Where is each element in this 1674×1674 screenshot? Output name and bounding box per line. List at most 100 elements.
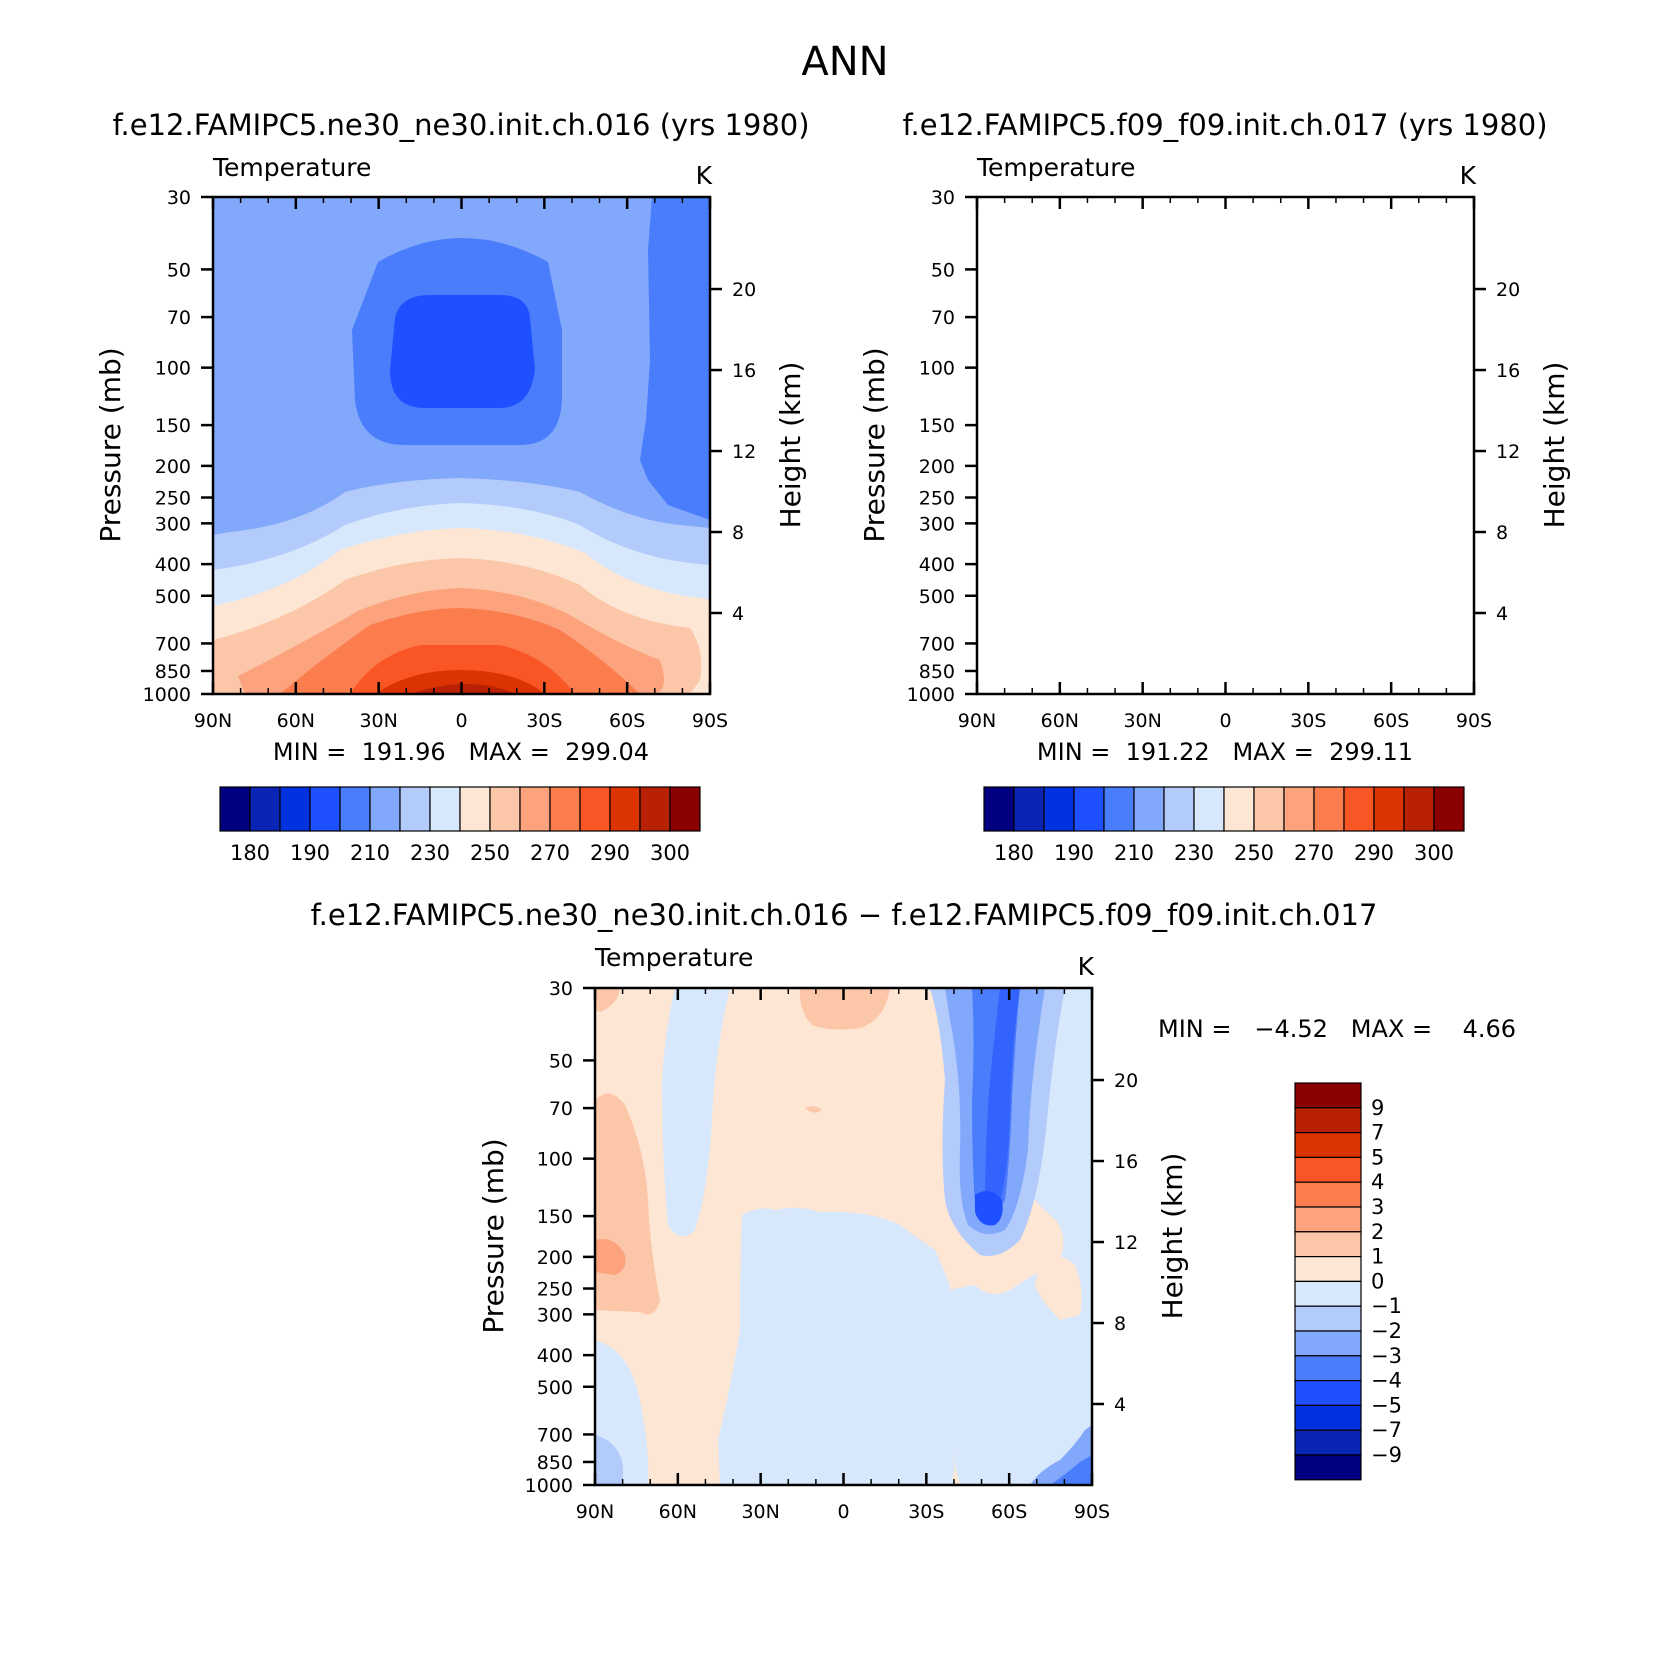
panel-f09-ylabel: Pressure (mb) (858, 347, 891, 542)
colorbar-label: 9 (1371, 1096, 1384, 1120)
colorbar-box (1294, 1404, 1362, 1431)
y-tick-label: 700 (537, 1424, 573, 1446)
panel-f09-frame (975, 195, 1476, 696)
y-tick-label: 1000 (143, 684, 191, 706)
contour-fill-250 (977, 528, 1474, 694)
colorbar-box (639, 786, 671, 832)
colorbar-box (1283, 786, 1315, 832)
y-tick-label: 150 (537, 1206, 573, 1228)
panel-ne30-colorbar: 180 190 210 230 250 270 290 300 (219, 786, 701, 865)
contour-fill-pos-south-patch (1035, 1256, 1082, 1320)
colorbar-box (1294, 1454, 1362, 1481)
panel-ne30-contours (213, 197, 710, 694)
panel-ne30: f.e12.FAMIPC5.ne30_ne30.init.ch.016 (yrs… (94, 108, 810, 865)
y-tick-label: 100 (537, 1149, 573, 1171)
y-tick-label: 400 (537, 1345, 573, 1367)
y-tick-label: 850 (919, 661, 955, 683)
colorbar-box (309, 786, 341, 832)
panel-f09-stats: MIN = 191.22 MAX = 299.11 (1037, 738, 1413, 766)
colorbar-label: −4 (1371, 1369, 1402, 1393)
colorbar-box (1193, 786, 1225, 832)
contour-fill-295 (375, 670, 545, 694)
colorbar-box (579, 786, 611, 832)
colorbar-box (1294, 1355, 1362, 1382)
panel-ne30-axes: 90N 60N 30N 0 30S 60S 90S 30 50 70 100 150 200 250 300… (143, 187, 757, 732)
colorbar-label: −5 (1371, 1393, 1402, 1417)
colorbar-box (983, 786, 1015, 832)
y-tick-label: 300 (537, 1304, 573, 1326)
colorbar-label: −2 (1371, 1319, 1402, 1343)
y-tick-label: 700 (919, 633, 955, 655)
colorbar-box (1294, 1255, 1362, 1282)
colorbar-box (459, 786, 491, 832)
colorbar-box (1163, 786, 1195, 832)
colorbar-label: 180 (994, 841, 1034, 865)
panel-f09: f.e12.FAMIPC5.f09_f09.init.ch.017 (yrs 1… (858, 108, 1571, 865)
y-tick-label: 850 (537, 1452, 573, 1474)
panel-ne30-left-string: Temperature (212, 153, 371, 182)
contour-fill-270 (1002, 588, 1428, 694)
panel-ne30-y2label: Height (km) (774, 362, 807, 529)
y-tick-label: 100 (155, 358, 191, 380)
colorbar-box (489, 786, 521, 832)
contour-fill-bg (977, 197, 1474, 694)
y-tick-label: 30 (167, 187, 191, 209)
contour-fill-230 (977, 478, 1474, 694)
panel-difference-axes: 90N 60N 30N 0 30S 60S 90S 30 50 70 100 150 200 250 300… (525, 978, 1139, 1523)
contour-fill-pos-spot (805, 1106, 822, 1113)
colorbar-box (339, 786, 371, 832)
colorbar-box (1043, 786, 1075, 832)
colorbar-label: 7 (1371, 1121, 1384, 1145)
y-tick-label: 1000 (907, 684, 955, 706)
y-tick-label: 200 (537, 1247, 573, 1269)
contour-fill-neg-center (718, 1207, 955, 1485)
y-tick-label: 70 (167, 307, 191, 329)
y-tick-label: 700 (155, 633, 191, 655)
colorbar-box (609, 786, 641, 832)
colorbar-label: −1 (1371, 1294, 1402, 1318)
x-tick-label: 30N (741, 1501, 779, 1523)
y2-tick-label: 16 (1114, 1151, 1138, 1173)
colorbar-box (1223, 786, 1255, 832)
colorbar-label: 290 (590, 841, 630, 865)
x-tick-label: 90S (692, 710, 728, 732)
colorbar-label: −7 (1371, 1418, 1402, 1442)
panel-ne30-stats: MIN = 191.96 MAX = 299.04 (273, 738, 649, 766)
contour-fill-south-cold (1410, 197, 1474, 520)
x-tick-label: 90S (1074, 1501, 1110, 1523)
y2-tick-label: 12 (1496, 441, 1520, 463)
colorbar-label: 1 (1371, 1245, 1384, 1269)
panel-difference-y2label: Height (km) (1156, 1153, 1189, 1320)
colorbar-label: 5 (1371, 1145, 1384, 1169)
colorbar-box (519, 786, 551, 832)
contour-fill-pos-north-top (595, 988, 620, 1012)
colorbar-box (1294, 1231, 1362, 1258)
colorbar-box (1013, 786, 1045, 832)
colorbar-label: 230 (410, 841, 450, 865)
contour-fill-neg-polar-north-2 (595, 1435, 624, 1485)
x-tick-label: 60N (659, 1501, 697, 1523)
x-tick-label: 0 (837, 1501, 849, 1523)
y2-tick-label: 20 (732, 279, 756, 301)
y2-tick-label: 8 (1114, 1313, 1126, 1335)
contour-fill-260 (977, 558, 1465, 694)
colorbar-box (369, 786, 401, 832)
colorbar-label: 230 (1174, 841, 1214, 865)
panel-difference-title: f.e12.FAMIPC5.ne30_ne30.init.ch.016 − f.… (311, 898, 1378, 932)
y-tick-label: 500 (537, 1377, 573, 1399)
contour-fill-280 (1044, 608, 1404, 694)
colorbar-box (1294, 1107, 1362, 1134)
y2-tick-label: 4 (1114, 1394, 1126, 1416)
panel-f09-y2label: Height (km) (1538, 362, 1571, 529)
panel-f09-axes: 90N 60N 30N 0 30S 60S 90S 30 50 70 100 150 200 250 300… (907, 187, 1521, 732)
x-tick-label: 30S (526, 710, 562, 732)
y-tick-label: 250 (537, 1279, 573, 1301)
y-tick-label: 150 (155, 415, 191, 437)
y-tick-label: 30 (931, 187, 955, 209)
y-tick-label: 1000 (525, 1475, 573, 1497)
colorbar-box (1253, 786, 1285, 832)
y-tick-label: 70 (931, 307, 955, 329)
y2-tick-label: 4 (1496, 603, 1508, 625)
